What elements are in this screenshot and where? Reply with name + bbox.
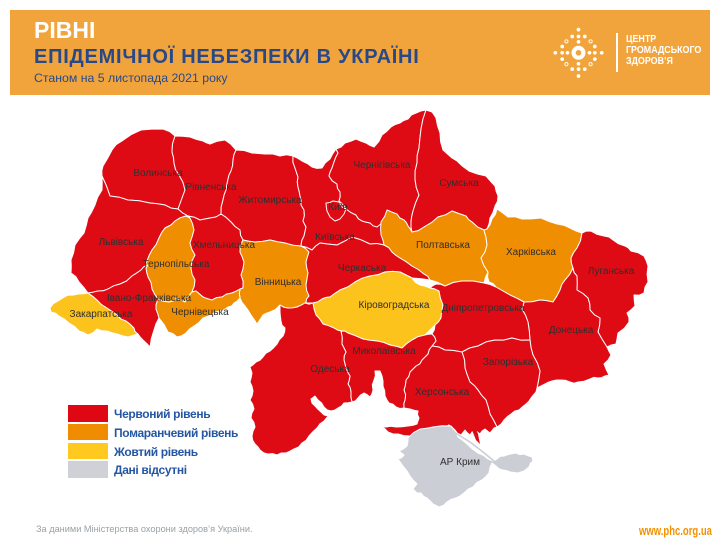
svg-text:Миколаївська: Миколаївська xyxy=(352,346,416,357)
svg-text:Херсонська: Херсонська xyxy=(415,387,470,398)
svg-text:Івано-Франківська: Івано-Франківська xyxy=(107,293,192,304)
svg-text:Київська: Київська xyxy=(315,232,355,243)
svg-text:Тернопільська: Тернопільська xyxy=(143,259,210,270)
svg-text:Житомирська: Житомирська xyxy=(238,195,302,206)
svg-text:Донецька: Донецька xyxy=(549,325,594,336)
svg-text:Луганська: Луганська xyxy=(588,266,635,277)
svg-text:Черкаська: Черкаська xyxy=(338,263,387,274)
svg-text:Закарпатська: Закарпатська xyxy=(70,309,133,320)
svg-text:Чернігівська: Чернігівська xyxy=(354,160,411,171)
svg-text:Київ: Київ xyxy=(328,202,348,213)
svg-text:Волинська: Волинська xyxy=(133,168,183,179)
svg-text:Одеська: Одеська xyxy=(310,364,350,375)
svg-text:Кіровоградська: Кіровоградська xyxy=(359,300,430,311)
svg-text:Харківська: Харківська xyxy=(506,247,556,258)
svg-text:Рівненська: Рівненська xyxy=(185,182,237,193)
svg-text:Чернівецька: Чернівецька xyxy=(171,307,229,318)
svg-text:Львівська: Львівська xyxy=(99,237,144,248)
svg-text:АР Крим: АР Крим xyxy=(440,457,480,468)
svg-text:Дніпропетровська: Дніпропетровська xyxy=(442,303,525,314)
svg-text:Запорізька: Запорізька xyxy=(483,357,534,368)
svg-text:Полтавська: Полтавська xyxy=(416,240,470,251)
svg-text:Вінницька: Вінницька xyxy=(255,277,302,288)
svg-text:Хмельницька: Хмельницька xyxy=(193,240,255,251)
svg-text:Сумська: Сумська xyxy=(439,178,479,189)
